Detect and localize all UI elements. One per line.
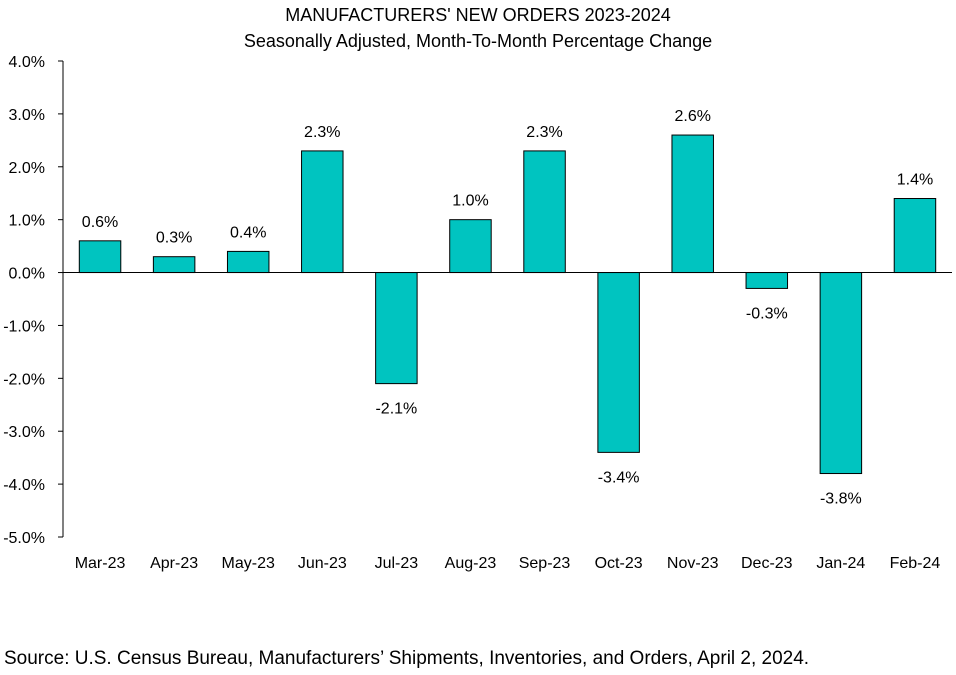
data-label: -0.3% xyxy=(746,305,788,322)
x-tick-label: Jul-23 xyxy=(375,555,419,572)
data-label: 1.0% xyxy=(452,193,488,210)
chart-subtitle: Seasonally Adjusted, Month-To-Month Perc… xyxy=(243,31,713,51)
x-tick-label: Dec-23 xyxy=(741,555,793,572)
bar-sep-23 xyxy=(523,150,566,274)
data-label: 2.3% xyxy=(304,124,340,141)
y-tick-label: 2.0% xyxy=(9,160,45,177)
bar-jan-24 xyxy=(819,272,863,475)
bar-dec-23 xyxy=(745,272,789,289)
bar-nov-23 xyxy=(671,134,714,274)
data-label: 0.4% xyxy=(230,224,266,241)
data-label: 2.6% xyxy=(674,108,710,125)
bar-jun-23 xyxy=(301,150,344,274)
x-tick-label: Jun-23 xyxy=(298,555,347,572)
y-tick-label: 4.0% xyxy=(9,54,45,71)
y-tick-label: 0.0% xyxy=(9,266,45,283)
y-axis: 4.0% 3.0% 2.0% 1.0% 0.0% -1.0% -2.0% -3.0% -4.0%… xyxy=(3,54,64,547)
x-tick-label: Apr-23 xyxy=(150,555,198,572)
y-tick-label: -4.0% xyxy=(3,477,45,494)
data-label: -3.4% xyxy=(598,469,640,486)
source-note: Source: U.S. Census Bureau, Manufacturer… xyxy=(4,648,810,669)
data-label: 0.3% xyxy=(156,230,192,247)
x-tick-label: May-23 xyxy=(222,555,275,572)
bar-jul-23 xyxy=(375,272,418,385)
data-label: 1.4% xyxy=(897,172,933,189)
x-tick-label: Oct-23 xyxy=(595,555,643,572)
y-tick-label: -1.0% xyxy=(3,318,45,335)
data-label: -2.1% xyxy=(375,401,417,418)
chart-title: MANUFACTURERS' NEW ORDERS 2023-2024 xyxy=(285,5,671,25)
data-label: -3.8% xyxy=(820,491,862,508)
x-tick-label: Mar-23 xyxy=(75,555,126,572)
x-tick-label: Nov-23 xyxy=(667,555,719,572)
y-tick-label: 1.0% xyxy=(9,213,45,230)
bar-mar-23 xyxy=(78,240,122,274)
bar-apr-23 xyxy=(152,256,196,274)
y-tick-label: -5.0% xyxy=(3,530,45,547)
y-tick-label: -2.0% xyxy=(3,371,45,388)
x-tick-label: Aug-23 xyxy=(445,555,497,572)
bars xyxy=(78,134,937,475)
bar-oct-23 xyxy=(597,272,640,453)
x-tick-label: Sep-23 xyxy=(519,555,571,572)
y-tick-label: 3.0% xyxy=(9,107,45,124)
bar-feb-24 xyxy=(893,198,937,274)
bar-may-23 xyxy=(226,250,270,274)
x-axis: Mar-23 Apr-23 May-23 Jun-23 Jul-23 Aug-23 Sep-… xyxy=(63,272,952,572)
x-tick-label: Jan-24 xyxy=(816,555,865,572)
bar-aug-23 xyxy=(449,219,492,274)
data-label: 2.3% xyxy=(526,124,562,141)
data-label: 0.6% xyxy=(82,214,118,231)
data-labels: 0.6% 0.3% 0.4% 2.3% -2.1% 1.0% 2.3% -3.4% 2.6% -0… xyxy=(82,108,933,507)
y-tick-label: -3.0% xyxy=(3,424,45,441)
x-tick-label: Feb-24 xyxy=(890,555,941,572)
